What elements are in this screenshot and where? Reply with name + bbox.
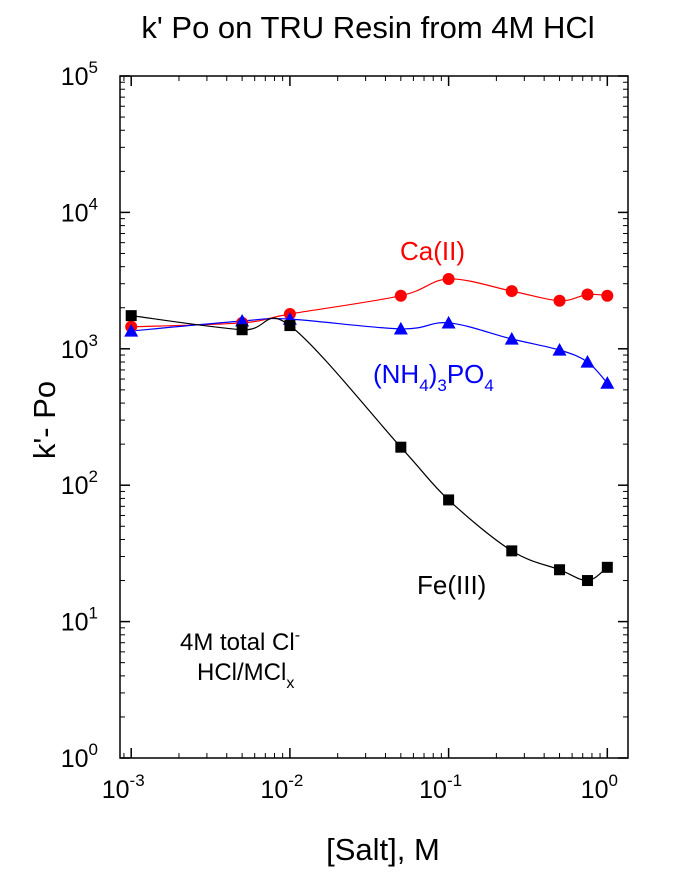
x-tick-base: 10 <box>419 776 447 804</box>
data-point-circle <box>601 289 614 302</box>
note-line-1: 4M total Cl- <box>180 627 300 656</box>
data-point-square <box>125 310 137 322</box>
y-tick-label: 105 <box>61 58 98 91</box>
data-point-triangle <box>441 315 456 329</box>
y-tick-base: 10 <box>61 745 89 773</box>
data-point-circle <box>505 285 518 298</box>
data-point-square <box>443 494 455 506</box>
data-point-circle <box>581 288 594 301</box>
y-tick-label: 100 <box>61 740 98 773</box>
y-tick-base: 10 <box>61 472 89 500</box>
y-tick-exp: 0 <box>89 740 98 759</box>
y-tick-base: 10 <box>61 199 89 227</box>
y-tick-exp: 2 <box>89 467 98 486</box>
x-tick-label: 10-2 <box>260 771 303 804</box>
y-tick-base: 10 <box>61 63 89 91</box>
y-tick-exp: 5 <box>89 58 98 77</box>
data-point-circle <box>553 294 566 307</box>
data-point-triangle <box>600 376 615 389</box>
x-tick-base: 10 <box>581 776 609 804</box>
label-nh4-sub1: 4 <box>419 376 428 395</box>
data-point-circle <box>442 272 455 285</box>
label-nh4-part2: ) <box>429 359 438 389</box>
x-tick-label: 10-1 <box>419 771 462 804</box>
data-point-triangle <box>124 324 139 337</box>
data-point-square <box>395 441 407 453</box>
plot-axes <box>119 75 629 759</box>
x-tick-exp: -1 <box>447 771 462 790</box>
y-tick-exp: 3 <box>89 331 98 350</box>
x-tick-base: 10 <box>260 776 288 804</box>
x-tick-exp: -3 <box>130 771 145 790</box>
series-line-0 <box>131 278 608 328</box>
label-ca: Ca(II) <box>400 236 465 266</box>
series-markers <box>124 272 615 587</box>
y-tick-exp: 4 <box>89 194 98 213</box>
data-point-square <box>284 320 296 332</box>
note-line-2-sub: x <box>286 675 294 692</box>
x-tick-base: 10 <box>102 776 130 804</box>
data-point-triangle <box>235 313 250 327</box>
y-tick-exp: 1 <box>89 604 98 623</box>
chart-title: k' Po on TRU Resin from 4M HCl <box>141 10 594 45</box>
x-tick-exp: -2 <box>288 771 303 790</box>
y-tick-label: 102 <box>61 467 98 500</box>
data-point-square <box>236 324 248 336</box>
data-point-triangle <box>552 342 567 356</box>
plot-frame <box>119 75 629 759</box>
y-tick-label: 104 <box>61 194 98 227</box>
note-line-1-sup: - <box>295 627 300 644</box>
x-tick-exp: 0 <box>608 771 617 790</box>
data-point-triangle <box>504 331 519 345</box>
label-nh4-sub3: 4 <box>484 376 493 395</box>
y-axis-label: k'- Po <box>27 381 62 459</box>
series-line-2 <box>131 315 608 582</box>
data-point-square <box>506 545 518 557</box>
data-point-triangle <box>393 321 408 335</box>
x-tick-label: 100 <box>581 771 618 804</box>
data-point-triangle <box>580 355 595 368</box>
note-line-2-text: HCl/MCl <box>197 659 286 686</box>
y-tick-label: 103 <box>61 331 98 364</box>
data-point-circle <box>394 289 407 302</box>
x-axis-label: [Salt], M <box>326 832 440 867</box>
y-tick-label: 101 <box>61 604 98 637</box>
label-fe: Fe(III) <box>417 570 486 600</box>
label-nh4-sub2: 3 <box>437 376 446 395</box>
label-nh4: (NH4)3PO4 <box>373 359 494 395</box>
data-point-square <box>554 564 566 576</box>
note-line-1-text: 4M total Cl <box>180 629 295 656</box>
x-tick-label: 10-3 <box>102 771 145 804</box>
label-nh4-part1: (NH <box>373 359 419 389</box>
label-nh4-part3: PO <box>447 359 485 389</box>
series-line-1 <box>131 317 608 384</box>
data-point-square <box>581 575 593 587</box>
y-tick-base: 10 <box>61 336 89 364</box>
y-tick-base: 10 <box>61 609 89 637</box>
data-point-square <box>601 561 613 573</box>
note-line-2: HCl/MClx <box>197 659 294 692</box>
series-curves <box>131 278 608 582</box>
